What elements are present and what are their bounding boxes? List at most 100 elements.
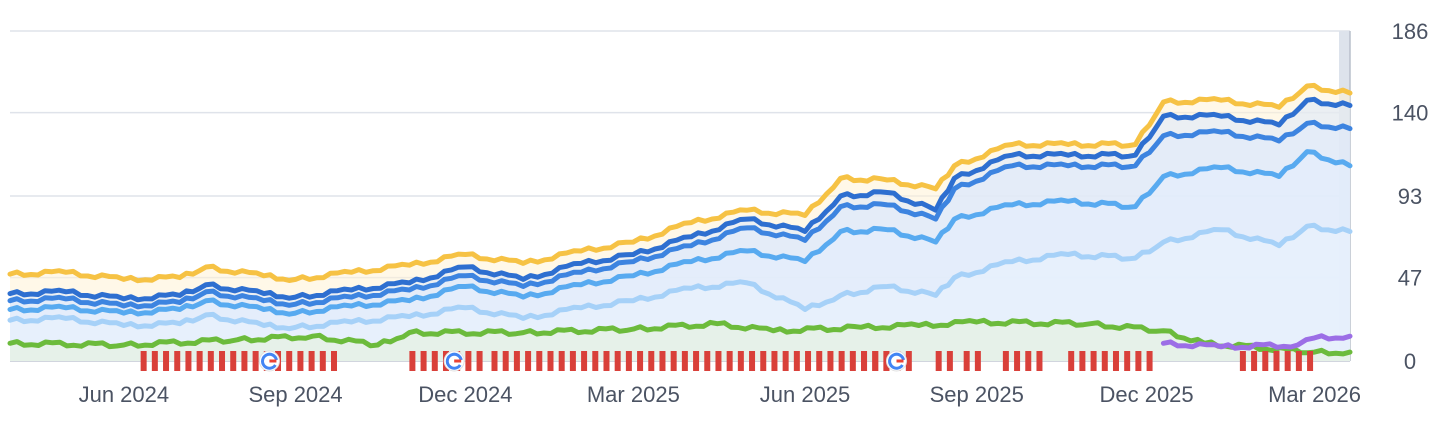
x-tick-label: Jun 2025 bbox=[760, 382, 851, 407]
event-flag bbox=[476, 351, 483, 371]
y-tick-label: 0 bbox=[1404, 349, 1416, 374]
event-flag bbox=[1079, 351, 1086, 371]
event-flag bbox=[308, 351, 315, 371]
event-flag bbox=[681, 351, 688, 371]
event-flag bbox=[963, 351, 970, 371]
event-flag bbox=[465, 351, 472, 371]
y-tick-label: 186 bbox=[1392, 19, 1429, 44]
event-flag bbox=[670, 351, 677, 371]
event-flag bbox=[241, 351, 248, 371]
google-update-icon bbox=[258, 350, 280, 372]
event-flag bbox=[1239, 351, 1246, 371]
event-flag bbox=[905, 351, 912, 371]
event-flag bbox=[536, 351, 543, 371]
event-flag bbox=[946, 351, 953, 371]
event-flag bbox=[1101, 351, 1108, 371]
event-flag bbox=[1146, 351, 1153, 371]
event-flag bbox=[816, 351, 823, 371]
event-flag bbox=[431, 351, 438, 371]
event-flag bbox=[1090, 351, 1097, 371]
event-flag bbox=[693, 351, 700, 371]
x-tick-label: Jun 2024 bbox=[79, 382, 170, 407]
google-icon-arc bbox=[888, 352, 905, 370]
google-icon-arc bbox=[261, 352, 278, 370]
event-flag bbox=[1068, 351, 1075, 371]
event-flag bbox=[760, 351, 767, 371]
event-flag bbox=[614, 351, 621, 371]
event-flag bbox=[935, 351, 942, 371]
event-flag bbox=[648, 351, 655, 371]
event-flag bbox=[749, 351, 756, 371]
event-flag bbox=[1124, 351, 1131, 371]
event-flag bbox=[286, 351, 293, 371]
event-flag bbox=[793, 351, 800, 371]
event-flag bbox=[603, 351, 610, 371]
event-flag bbox=[659, 351, 666, 371]
event-flag bbox=[558, 351, 565, 371]
event-flag bbox=[592, 351, 599, 371]
x-tick-label: Dec 2025 bbox=[1099, 382, 1193, 407]
event-flag bbox=[502, 351, 509, 371]
event-flag bbox=[1307, 351, 1314, 371]
x-tick-label: Sep 2024 bbox=[248, 382, 342, 407]
event-flag bbox=[581, 351, 588, 371]
x-tick-label: Sep 2025 bbox=[930, 382, 1024, 407]
event-flag bbox=[1284, 351, 1291, 371]
google-update-icon bbox=[885, 350, 907, 372]
series-line-3 bbox=[7, 149, 1353, 317]
event-flag bbox=[319, 351, 326, 371]
event-flag bbox=[525, 351, 532, 371]
event-flag bbox=[207, 351, 214, 371]
x-tick-label: Dec 2024 bbox=[418, 382, 512, 407]
event-flag bbox=[569, 351, 576, 371]
event-flag bbox=[1135, 351, 1142, 371]
event-flag bbox=[974, 351, 981, 371]
event-flag bbox=[715, 351, 722, 371]
event-flag bbox=[185, 351, 192, 371]
event-flag bbox=[230, 351, 237, 371]
event-flag bbox=[1273, 351, 1280, 371]
event-flag bbox=[409, 351, 416, 371]
series-line-6 bbox=[1160, 333, 1353, 351]
event-flag bbox=[861, 351, 868, 371]
google-icon-arc bbox=[445, 352, 463, 370]
event-flag bbox=[547, 351, 554, 371]
event-flag bbox=[297, 351, 304, 371]
event-flag bbox=[1251, 351, 1258, 371]
line-layer bbox=[7, 82, 1353, 357]
x-tick-label: Mar 2026 bbox=[1268, 382, 1361, 407]
event-flag bbox=[726, 351, 733, 371]
event-flag bbox=[491, 351, 498, 371]
series-line-1 bbox=[7, 96, 1353, 303]
event-flag bbox=[513, 351, 520, 371]
event-flag bbox=[151, 351, 158, 371]
event-flag bbox=[1262, 351, 1269, 371]
event-flag bbox=[174, 351, 181, 371]
event-flag bbox=[704, 351, 711, 371]
axis-layer: 0 47 93 140 186 Jun 2024 Sep 2024 Dec 2024 Mar 2… bbox=[79, 19, 1429, 407]
event-flag bbox=[805, 351, 812, 371]
event-flag bbox=[771, 351, 778, 371]
event-flag bbox=[1036, 351, 1043, 371]
event-marker-layer bbox=[140, 350, 1314, 372]
series-line-4 bbox=[7, 222, 1353, 332]
event-flag bbox=[782, 351, 789, 371]
event-flag bbox=[1014, 351, 1021, 371]
event-flag bbox=[252, 351, 259, 371]
series-line-0 bbox=[7, 82, 1353, 284]
event-flag bbox=[1002, 351, 1009, 371]
event-flag bbox=[196, 351, 203, 371]
event-flag bbox=[331, 351, 338, 371]
event-flag bbox=[219, 351, 226, 371]
event-flag bbox=[872, 351, 879, 371]
google-update-icon bbox=[443, 350, 465, 372]
series-area-5 bbox=[10, 320, 1350, 361]
event-flag bbox=[827, 351, 834, 371]
y-tick-label: 140 bbox=[1392, 101, 1429, 126]
event-flag bbox=[625, 351, 632, 371]
event-flag bbox=[163, 351, 170, 371]
event-flag bbox=[1295, 351, 1302, 371]
y-tick-label: 47 bbox=[1398, 266, 1422, 291]
